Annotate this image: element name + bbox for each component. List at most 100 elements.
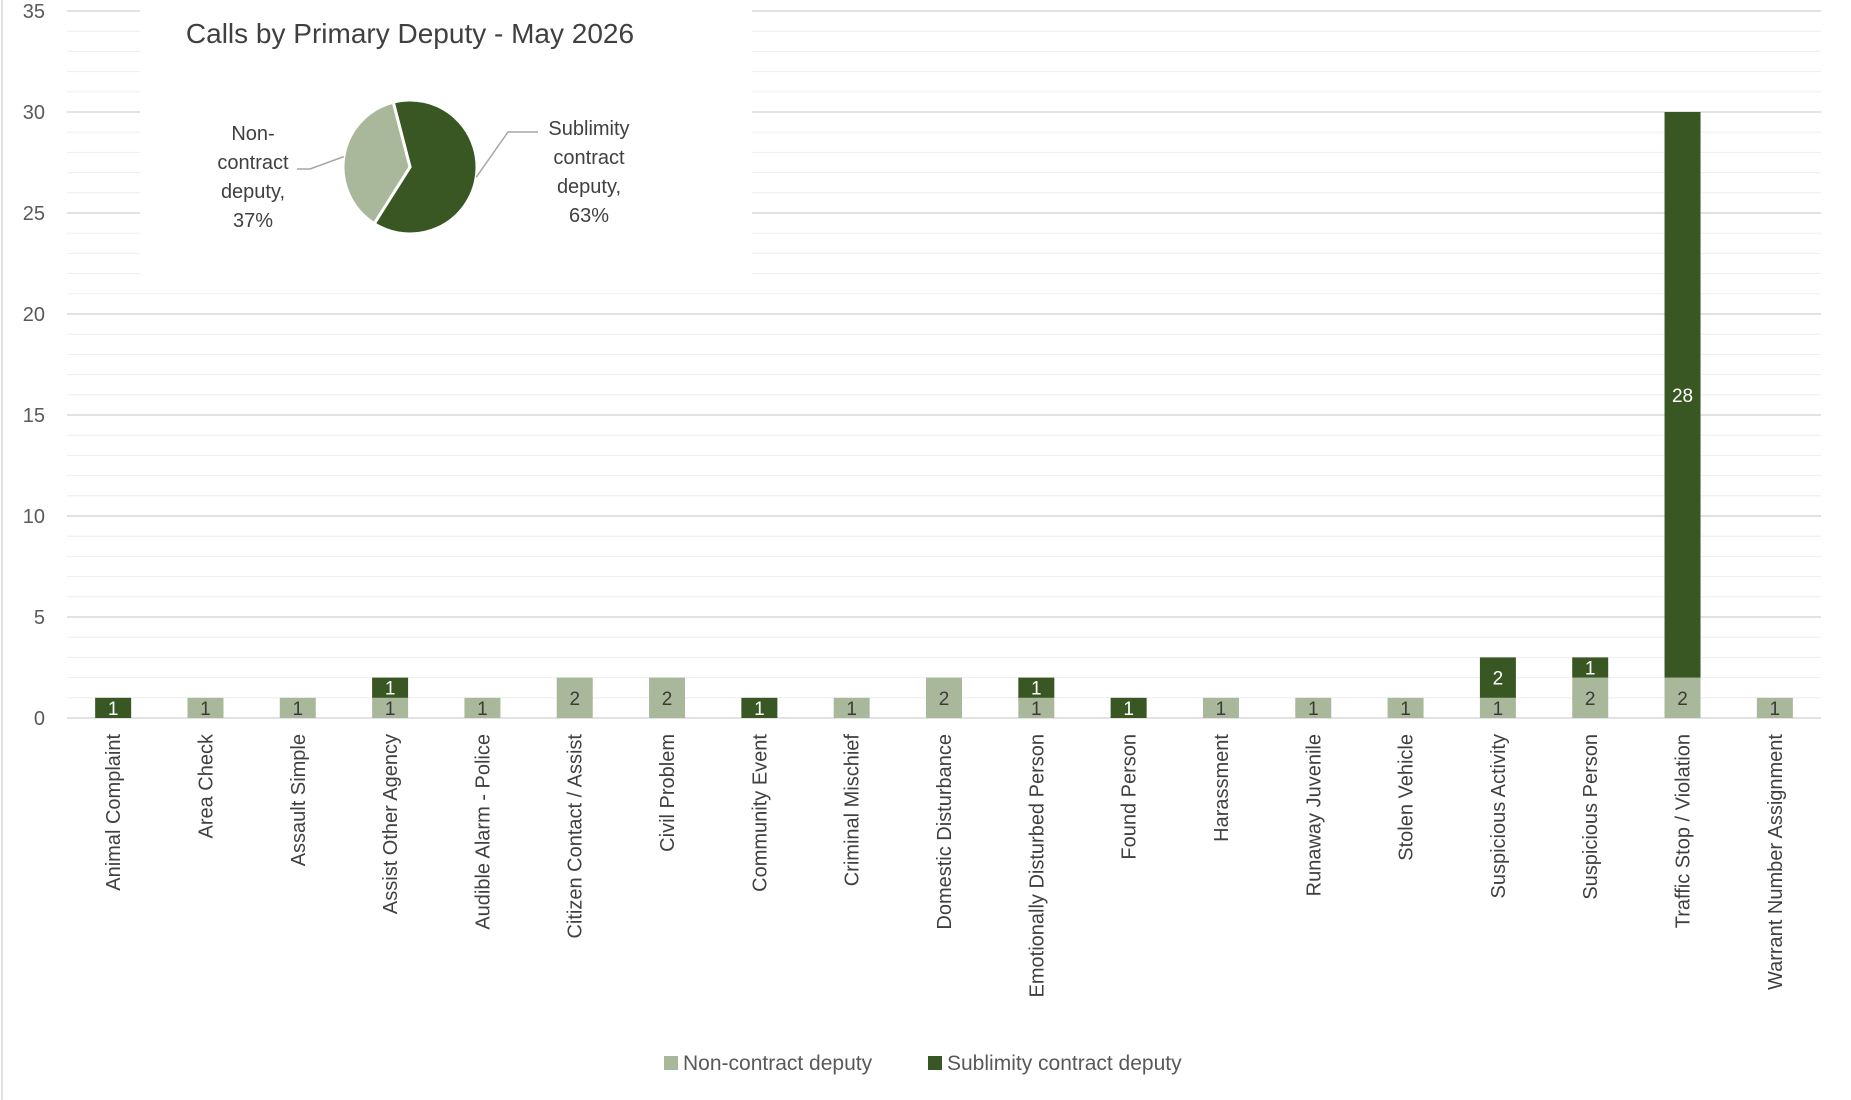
bar-segment bbox=[187, 697, 224, 718]
bar-segment bbox=[1664, 677, 1701, 718]
bar-segment bbox=[95, 697, 132, 718]
bar-segment bbox=[279, 697, 316, 718]
y-tick-label: 25 bbox=[23, 203, 45, 225]
pie-leader-line bbox=[475, 131, 538, 178]
data-label: 1 bbox=[1031, 679, 1042, 700]
data-label: 2 bbox=[1493, 669, 1504, 690]
pie-slice-label: Sublimity bbox=[548, 118, 629, 140]
pie-slice-label: deputy, bbox=[221, 181, 285, 203]
data-label: 1 bbox=[1308, 699, 1319, 720]
data-label: 1 bbox=[1400, 699, 1411, 720]
category-label: Warrant Number Assignment bbox=[1765, 734, 1787, 990]
data-label: 1 bbox=[293, 699, 304, 720]
category-label: Traffic Stop / Violation bbox=[1673, 734, 1695, 928]
pie-slice-label: contract bbox=[553, 147, 625, 169]
data-label: 1 bbox=[1493, 699, 1504, 720]
data-label: 1 bbox=[1585, 659, 1596, 680]
category-label: Emotionally Disturbed Person bbox=[1026, 734, 1048, 997]
bar-segment bbox=[1664, 112, 1701, 678]
category-label: Suspicious Person bbox=[1580, 734, 1602, 900]
bar-segment bbox=[556, 677, 593, 718]
category-label: Animal Complaint bbox=[103, 734, 125, 891]
bar-segment bbox=[1479, 657, 1516, 698]
bar-segment bbox=[1110, 697, 1147, 718]
bar-segment bbox=[1387, 697, 1424, 718]
y-tick-label: 30 bbox=[23, 102, 45, 124]
data-label: 2 bbox=[939, 689, 950, 710]
data-label: 1 bbox=[200, 699, 211, 720]
y-tick-label: 20 bbox=[23, 304, 45, 326]
y-axis-ticks: 0 5 10 15 20 25 30 35 bbox=[23, 1, 45, 730]
data-label: 1 bbox=[1123, 699, 1134, 720]
category-label: Civil Problem bbox=[657, 734, 679, 852]
data-label: 1 bbox=[754, 699, 765, 720]
bar-segment bbox=[1295, 697, 1332, 718]
pie-slice-label: deputy, bbox=[557, 176, 621, 198]
category-label: Audible Alarm - Police bbox=[472, 734, 494, 930]
category-label: Domestic Disturbance bbox=[934, 734, 956, 930]
pie-slice-label: Non- bbox=[231, 123, 274, 145]
data-label: 1 bbox=[385, 679, 396, 700]
bar-segment bbox=[1756, 697, 1793, 718]
category-label: Found Person bbox=[1119, 734, 1141, 860]
bar-segment bbox=[1572, 657, 1609, 678]
legend-swatch bbox=[928, 1056, 942, 1070]
y-tick-label: 0 bbox=[34, 708, 45, 730]
data-label: 1 bbox=[1770, 699, 1781, 720]
y-tick-label: 35 bbox=[23, 1, 45, 23]
legend: Non-contract deputy Sublimity contract de… bbox=[664, 1052, 1182, 1075]
data-label: 2 bbox=[1677, 689, 1688, 710]
data-label: 2 bbox=[1585, 689, 1596, 710]
category-label: Criminal Mischief bbox=[842, 734, 864, 887]
data-label: 2 bbox=[569, 689, 580, 710]
y-tick-label: 15 bbox=[23, 405, 45, 427]
data-label: 1 bbox=[1216, 699, 1227, 720]
pie-slice bbox=[341, 100, 412, 226]
bar-segment bbox=[372, 697, 409, 718]
data-label: 1 bbox=[1031, 699, 1042, 720]
bar-segment bbox=[1479, 697, 1516, 718]
category-label: Area Check bbox=[195, 733, 217, 838]
data-label: 2 bbox=[662, 689, 673, 710]
category-label: Stolen Vehicle bbox=[1396, 734, 1418, 861]
bar-segment bbox=[1202, 697, 1239, 718]
data-label: 1 bbox=[477, 699, 488, 720]
bar-segment bbox=[833, 697, 870, 718]
bar-segment bbox=[464, 697, 501, 718]
data-label: 1 bbox=[108, 699, 119, 720]
category-label: Suspicious Activity bbox=[1488, 734, 1510, 899]
category-label: Runaway Juvenile bbox=[1303, 734, 1325, 896]
bar-segment bbox=[1572, 677, 1609, 718]
data-label: 1 bbox=[385, 699, 396, 720]
data-label: 1 bbox=[846, 699, 857, 720]
gridlines bbox=[67, 10, 1821, 719]
bar-segment bbox=[372, 677, 409, 698]
pie-slice-label: contract bbox=[217, 152, 289, 174]
category-label: Assist Other Agency bbox=[380, 734, 402, 914]
bar-segment bbox=[1018, 677, 1055, 698]
pie-leader-line bbox=[297, 155, 345, 170]
category-label: Community Event bbox=[749, 734, 771, 892]
bar-segment bbox=[649, 677, 686, 718]
category-label: Citizen Contact / Assist bbox=[565, 734, 587, 939]
bar-segment bbox=[926, 677, 962, 718]
bar-segment bbox=[1018, 697, 1055, 718]
y-tick-label: 10 bbox=[23, 506, 45, 528]
pie-slice-label: 63% bbox=[569, 205, 609, 227]
legend-label: Sublimity contract deputy bbox=[947, 1052, 1182, 1075]
legend-label: Non-contract deputy bbox=[683, 1052, 873, 1075]
x-axis-labels: Animal Complaint Area Check Assault Simple… bbox=[103, 733, 1787, 997]
y-tick-label: 5 bbox=[34, 607, 45, 629]
pie-chart: Sublimity contract deputy, 63% Non-contract d… bbox=[217, 98, 630, 236]
data-label: 28 bbox=[1672, 386, 1693, 407]
bar-segment bbox=[741, 697, 778, 718]
legend-swatch bbox=[664, 1056, 678, 1070]
category-label: Harassment bbox=[1211, 734, 1233, 842]
category-label: Assault Simple bbox=[288, 734, 310, 866]
pie-chart-title: Calls by Primary Deputy - May 2026 bbox=[186, 18, 634, 49]
pie-slice bbox=[372, 98, 479, 236]
pie-slice-label: 37% bbox=[233, 210, 273, 232]
